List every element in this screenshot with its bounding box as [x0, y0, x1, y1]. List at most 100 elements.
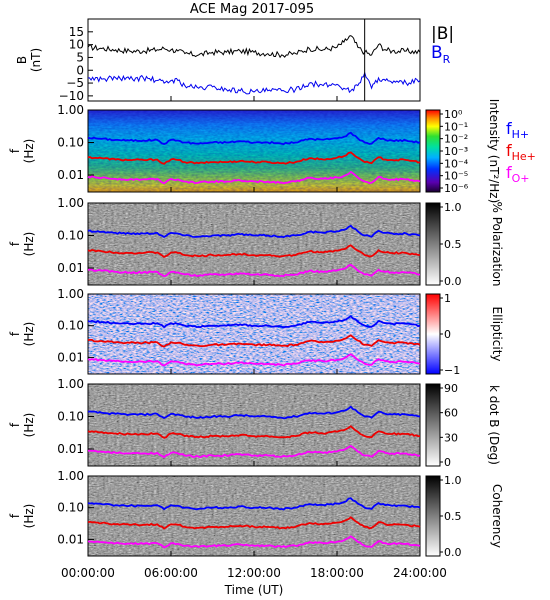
kdotb-ylabel-unit: (Hz)	[22, 413, 36, 438]
intensity-colorbar-tick-label: 10⁻⁴	[444, 157, 469, 170]
coherency-ylabel-unit: (Hz)	[22, 504, 36, 529]
panel-kdotb: 1.00 0.10 0.01 f (Hz) 90 60 30 0 k dot B (Deg)	[8, 377, 501, 469]
coherency-colorbar-tick-label: 1.0	[444, 474, 462, 487]
panel-ellipticity: 1.00 0.10 0.01 f (Hz) 1 0 −1 Ellipticity	[8, 287, 504, 377]
b-ytick-label: −10	[59, 89, 84, 103]
b-ylabel: B	[15, 56, 29, 64]
ellipticity-colorbar-tick-label: 0	[444, 328, 451, 341]
f-h-plus-line	[87, 405, 421, 420]
ellipticity-ytick-label: 1.00	[57, 287, 84, 301]
polarization-ylabel-unit: (Hz)	[22, 232, 36, 257]
intensity-colorbar-tick-label: 10⁻⁶	[444, 182, 469, 195]
kdotb-ylabel: f	[8, 422, 22, 427]
f-h-plus-line	[87, 131, 421, 146]
f-he-plus-line	[87, 516, 421, 530]
f-h-plus-line	[87, 497, 421, 511]
legend-f-h-plus-main: f	[506, 119, 512, 138]
kdotb-ytick-label: 1.00	[57, 377, 84, 391]
f-he-plus-line	[87, 334, 421, 348]
intensity-ytick-label: 1.00	[57, 103, 84, 117]
polarization-colorbar-tick-label: 0.5	[444, 238, 462, 251]
polarization-colorbar-label: % Polarization	[490, 202, 504, 287]
polarization-colorbar-tick-label: 1.0	[444, 201, 462, 214]
ellipticity-ytick-label: 0.10	[57, 319, 84, 333]
b-ytick-label: 15	[69, 25, 84, 39]
kdotb-colorbar-tick-label: 0	[444, 456, 451, 469]
kdotb-ytick-label: 0.01	[57, 442, 84, 456]
polarization-ytick-label: 0.10	[57, 229, 84, 243]
legend-f-he-plus-sub: He+	[512, 150, 536, 163]
b-ytick-label: 10	[69, 38, 84, 52]
kdotb-colorbar	[425, 383, 441, 467]
coherency-ylabel: f	[8, 513, 22, 518]
time-tick-label: 18:00:00	[310, 566, 364, 580]
chart-title: ACE Mag 2017-095	[190, 2, 314, 17]
f-he-plus-line	[87, 425, 420, 439]
coherency-ytick-label: 0.10	[57, 501, 84, 515]
f-o-plus-line	[87, 444, 421, 459]
ellipticity-ylabel: f	[8, 331, 22, 336]
b-ytick-label: 0	[76, 63, 84, 77]
legend-radial-b-sub: R	[443, 53, 451, 66]
spectrogram-panels: 1.000.100.01f (Hz)10⁰10⁻¹10⁻²10⁻³10⁻⁴10⁻⁵…	[8, 99, 536, 559]
ellipticity-colorbar-label: Ellipticity	[490, 307, 504, 362]
panel-coherency: 1.00 0.10 0.01 f (Hz) 1.0 0.5 0.0 Coherency	[8, 469, 504, 559]
legend-radial-b: BR	[431, 43, 451, 66]
time-tick-label: 00:00:00	[61, 566, 115, 580]
polarization-colorbar-tick-label: 0.0	[444, 275, 462, 288]
intensity-colorbar-tick-label: 10⁻⁵	[444, 170, 468, 183]
legend-f-he-plus: fHe+	[506, 141, 536, 163]
polarization-ytick-label: 1.00	[57, 196, 84, 210]
f-o-plus-line	[87, 353, 421, 367]
intensity-colorbar-tick-label: 10⁻¹	[444, 120, 468, 133]
kdotb-colorbar-tick-label: 60	[444, 407, 458, 420]
intensity-colorbar-tick-label: 10⁻³	[444, 145, 468, 158]
ellipticity-colorbar-tick-label: −1	[444, 364, 460, 377]
ellipticity-ytick-label: 0.01	[57, 350, 84, 364]
total-field-line	[87, 35, 421, 59]
f-o-plus-line	[87, 535, 421, 549]
f-he-plus-line	[87, 244, 421, 258]
intensity-ylabel: f	[8, 148, 22, 153]
intensity-ytick-label: 0.01	[57, 168, 84, 182]
legend-f-h-plus: fH+	[506, 119, 529, 141]
time-axis-label: Time (UT)	[224, 583, 284, 597]
intensity-colorbar-label: Intensity (nT²/Hz)	[487, 99, 501, 204]
coherency-colorbar-label: Coherency	[490, 484, 504, 548]
f-h-plus-line	[87, 315, 421, 329]
kdotb-colorbar-label: k dot B (Deg)	[487, 385, 501, 465]
f-o-plus-line	[87, 170, 421, 185]
time-tick-label: 24:00:00	[393, 566, 447, 580]
intensity-ylabel-unit: (Hz)	[22, 139, 36, 164]
b-panel-frame	[87, 18, 421, 102]
coherency-spectrum-texture	[88, 476, 420, 556]
radial-field-line	[88, 71, 421, 95]
ellipticity-colorbar-tick-label: 1	[444, 292, 451, 305]
ellipticity-ylabel-unit: (Hz)	[22, 322, 36, 347]
intensity-colorbar-tick-label: 10⁻²	[444, 133, 468, 146]
coherency-ytick-label: 0.01	[57, 532, 84, 546]
time-tick-label: 06:00:00	[144, 566, 198, 580]
f-o-plus-line	[87, 263, 421, 278]
polarization-colorbar	[425, 202, 441, 286]
b-ytick-label: 5	[76, 50, 84, 64]
legend-f-o-plus: fO+	[506, 163, 530, 185]
time-axis: 00:00:00 06:00:00 12:00:00 18:00:00 24:00:00…	[61, 96, 447, 597]
legend-total-b: |B|	[431, 24, 454, 44]
polarization-ylabel: f	[8, 241, 22, 246]
legend-radial-b-main: B	[431, 43, 443, 63]
coherency-colorbar-tick-label: 0.0	[444, 546, 462, 559]
intensity-spectrum-texture	[88, 110, 420, 192]
ellipticity-spectrum-texture	[88, 294, 420, 374]
legend-f-o-plus-sub: O+	[512, 172, 530, 185]
kdotb-spectrum-texture	[88, 384, 420, 466]
ellipticity-colorbar	[425, 293, 441, 375]
legend-f-he-plus-main: f	[506, 141, 512, 160]
coherency-colorbar	[425, 475, 441, 557]
b-ytick-label: −5	[66, 76, 84, 90]
kdotb-colorbar-tick-label: 90	[444, 382, 458, 395]
intensity-colorbar	[425, 109, 441, 193]
kdotb-ytick-label: 0.10	[57, 410, 84, 424]
